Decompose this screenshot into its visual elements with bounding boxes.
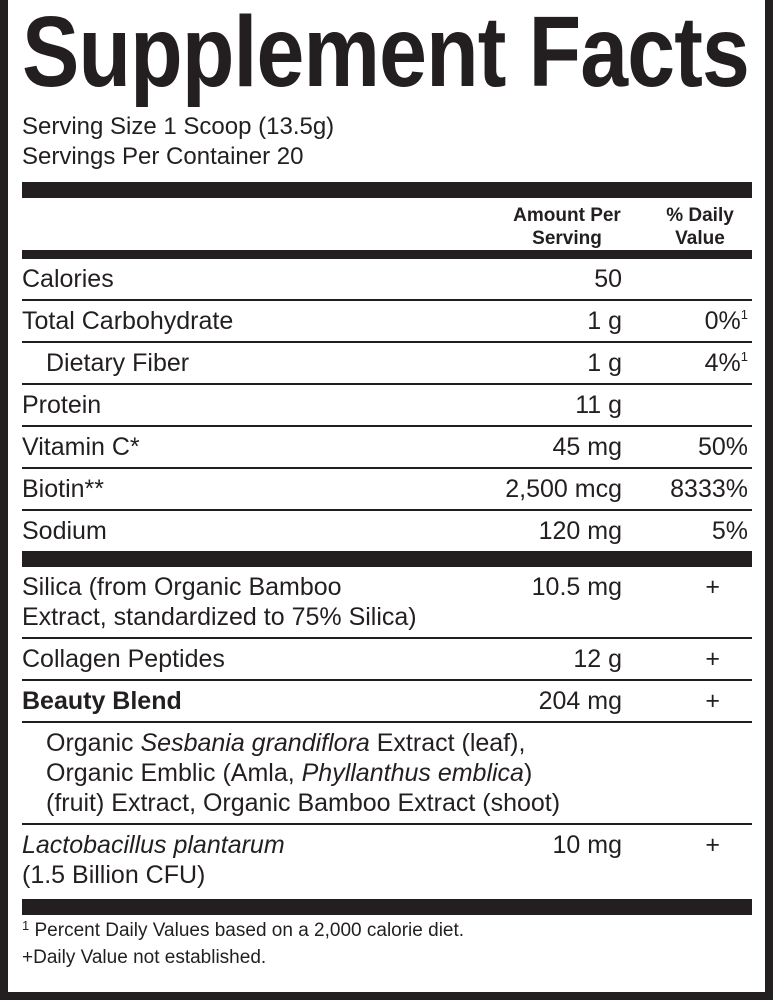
nutrient-row-protein: Protein 11 g (22, 385, 752, 427)
footnote-dv: 1 Percent Daily Values based on a 2,000 … (22, 918, 465, 941)
footnotes: 1 Percent Daily Values based on a 2,000 … (22, 915, 752, 971)
ingredient-row-collagen: Collagen Peptides 12 g + (22, 639, 752, 681)
footnote-plus: +Daily Value not established. (22, 947, 267, 968)
nutrient-row-sodium: Sodium 120 mg 5% (22, 517, 748, 545)
amount-header: Amount Per Serving (513, 205, 621, 249)
thick-divider (22, 182, 752, 198)
servings-per-container: Servings Per Container 20 (22, 143, 304, 170)
nutrient-row-fiber: Dietary Fiber 1 g 4%1 (22, 343, 752, 385)
panel-title: Supplement Facts (22, 0, 750, 108)
divider (22, 250, 752, 259)
blend-ingredients: Organic Sesbania grandiflora Extract (le… (22, 723, 752, 825)
supplement-facts-panel: Supplement Facts Serving Size 1 Scoop (1… (22, 0, 752, 971)
thick-divider (22, 899, 752, 915)
ingredient-row-beauty-blend: Beauty Blend 204 mg + (22, 681, 752, 723)
nutrient-row-biotin: Biotin** 2,500 mcg 8333% (22, 469, 752, 511)
thick-divider (22, 551, 752, 567)
dv-header: % Daily Value (666, 205, 734, 249)
column-header: Amount Per Serving % Daily Value (22, 198, 752, 250)
nutrient-row-calories: Calories 50 (22, 259, 752, 301)
nutrient-row-vitamin-c: Vitamin C* 45 mg 50% (22, 427, 752, 469)
nutrient-row-carbohydrate: Total Carbohydrate 1 g 0%1 (22, 301, 752, 343)
ingredient-row-silica: Silica (from Organic Bamboo Extract, stan… (22, 567, 752, 639)
ingredient-row-probiotic: Lactobacillus plantarum (1.5 Billion CFU)… (22, 831, 720, 889)
serving-size: Serving Size 1 Scoop (13.5g) (22, 113, 335, 140)
